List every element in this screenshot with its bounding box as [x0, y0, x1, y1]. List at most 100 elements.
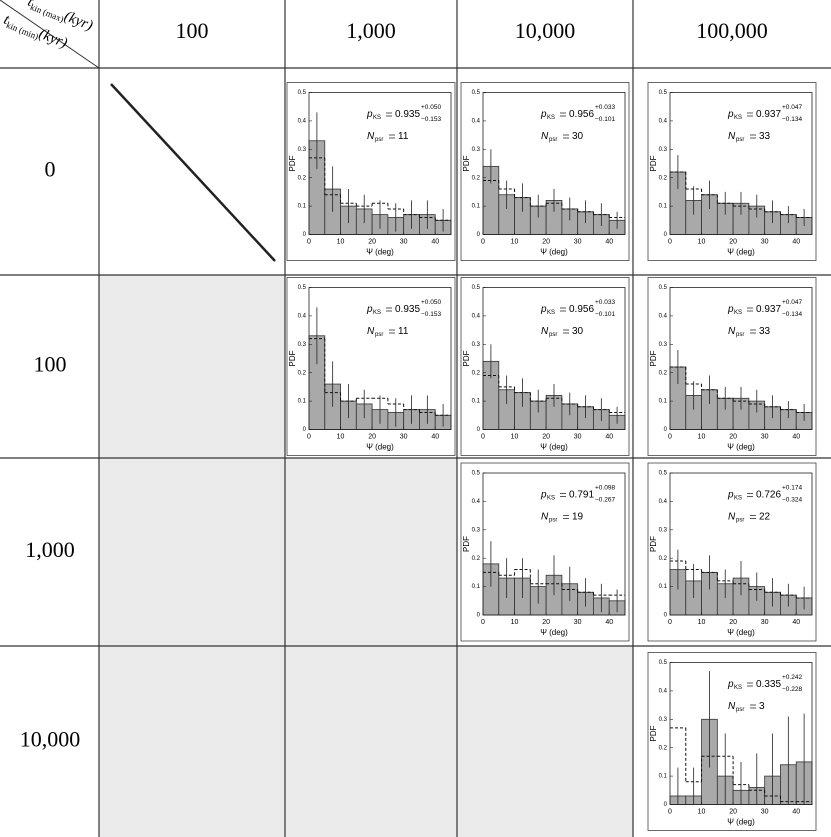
y-axis-label: PDF	[462, 155, 471, 171]
y-axis-label: PDF	[462, 350, 471, 366]
x-tick-label: 40	[431, 433, 439, 440]
x-tick-label: 20	[368, 433, 376, 440]
x-axis-label: Ψ (deg)	[540, 248, 568, 257]
column-header: 1,000	[346, 18, 396, 43]
corner-unit: (kyr)	[36, 26, 69, 52]
count-value: 19	[572, 512, 584, 523]
count-symbol: N	[367, 131, 375, 142]
plot-frame	[669, 662, 813, 805]
y-tick-label: 0	[303, 232, 307, 238]
stat-subscript: KS	[547, 496, 555, 502]
histogram-chart: 0 0.1 0.2 0.3 0.4 0.5 0 10 20 30 40 Ψ (deg) PDF p KS 0.…	[647, 652, 817, 831]
count-subscript: psr	[375, 332, 383, 338]
y-tick-label: 0.4	[659, 688, 668, 694]
y-tick-label: 0.4	[472, 313, 481, 319]
y-tick-label: 0.1	[472, 204, 481, 210]
x-tick-label: 20	[729, 433, 737, 440]
stat-plus: +0.098	[595, 485, 615, 492]
count-symbol: N	[728, 326, 736, 337]
row-header: 10,000	[20, 727, 81, 752]
stat-plus: +0.050	[421, 104, 441, 111]
x-tick-label: 0	[307, 238, 311, 245]
x-tick-label: 40	[605, 619, 613, 626]
y-axis-label: PDF	[649, 350, 658, 366]
stat-symbol: p	[540, 490, 547, 501]
y-tick-label: 0.2	[659, 370, 668, 376]
y-tick-label: 0.1	[298, 399, 307, 405]
x-tick-label: 10	[511, 238, 519, 245]
stat-symbol: p	[540, 109, 547, 120]
y-axis-label: PDF	[649, 536, 658, 552]
y-tick-label: 0.4	[472, 118, 481, 124]
stat-minus: −0.267	[595, 497, 615, 504]
count-subscript: psr	[736, 707, 744, 713]
corner-symbol: t	[25, 0, 36, 11]
plot-frame	[669, 472, 813, 616]
stat-subscript: KS	[734, 685, 742, 691]
y-tick-label: 0.5	[659, 660, 668, 666]
column-header: 10,000	[515, 18, 576, 43]
count-value: 11	[398, 131, 409, 142]
plot-frame	[482, 472, 626, 616]
empty-cell	[457, 646, 633, 837]
histogram-chart: 0 0.1 0.2 0.3 0.4 0.5 0 10 20 30 40 Ψ (deg) PDF p KS 0.…	[460, 462, 630, 642]
y-tick-label: 0.4	[659, 313, 668, 319]
y-tick-label: 0.5	[298, 90, 307, 96]
x-tick-label: 20	[729, 238, 737, 245]
x-axis-label: Ψ (deg)	[727, 818, 755, 827]
stat-subscript: KS	[547, 115, 555, 121]
y-tick-label: 0.2	[659, 745, 668, 751]
stat-plus: +0.033	[595, 299, 615, 306]
stat-plus: +0.047	[782, 299, 802, 306]
count-value: 33	[759, 131, 771, 142]
y-tick-label: 0.1	[659, 204, 668, 210]
histogram-chart: 0 0.1 0.2 0.3 0.4 0.5 0 10 20 30 40 Ψ (deg) PDF p KS 0.…	[647, 277, 817, 456]
y-tick-label: 0.3	[298, 342, 307, 348]
count-symbol: N	[541, 131, 549, 142]
x-tick-label: 0	[668, 808, 672, 815]
stat-value: 0.956	[569, 304, 594, 315]
count-symbol: N	[728, 131, 736, 142]
x-tick-label: 30	[574, 433, 582, 440]
row-header: 0	[45, 157, 56, 182]
histogram-chart: 0 0.1 0.2 0.3 0.4 0.5 0 10 20 30 40 Ψ (deg) PDF p KS 0.…	[286, 82, 456, 261]
stat-value: 0.726	[756, 490, 781, 501]
x-tick-label: 40	[605, 433, 613, 440]
count-subscript: psr	[549, 332, 557, 338]
x-tick-label: 30	[761, 808, 769, 815]
x-axis-label: Ψ (deg)	[727, 248, 755, 257]
y-tick-label: 0	[477, 613, 481, 619]
x-tick-label: 40	[792, 619, 800, 626]
x-tick-label: 20	[542, 433, 550, 440]
count-symbol: N	[728, 512, 736, 523]
count-value: 30	[572, 326, 584, 337]
row-header: 100	[34, 352, 67, 377]
y-tick-label: 0.5	[298, 285, 307, 291]
y-axis-label: PDF	[649, 155, 658, 171]
x-tick-label: 20	[368, 238, 376, 245]
y-tick-label: 0.4	[472, 499, 481, 505]
y-tick-label: 0.3	[472, 147, 481, 153]
x-tick-label: 20	[542, 619, 550, 626]
count-subscript: psr	[375, 137, 383, 143]
column-header: 100	[176, 18, 209, 43]
x-tick-label: 10	[698, 433, 706, 440]
y-tick-label: 0.4	[659, 118, 668, 124]
y-axis-label: PDF	[462, 536, 471, 552]
histogram-chart: 0 0.1 0.2 0.3 0.4 0.5 0 10 20 30 40 Ψ (deg) PDF p KS 0.…	[460, 277, 630, 456]
plot-frame	[669, 287, 813, 430]
x-tick-label: 20	[729, 808, 737, 815]
y-axis-label: PDF	[288, 155, 297, 171]
x-axis-label: Ψ (deg)	[366, 443, 394, 452]
corner-diagonal	[0, 0, 100, 69]
stat-minus: −0.101	[595, 116, 615, 123]
count-value: 22	[759, 512, 771, 523]
stat-symbol: p	[366, 304, 373, 315]
count-subscript: psr	[549, 518, 557, 524]
stat-plus: +0.242	[782, 674, 802, 681]
x-tick-label: 0	[481, 238, 485, 245]
x-tick-label: 0	[668, 238, 672, 245]
stat-symbol: p	[366, 109, 373, 120]
x-tick-label: 40	[431, 238, 439, 245]
